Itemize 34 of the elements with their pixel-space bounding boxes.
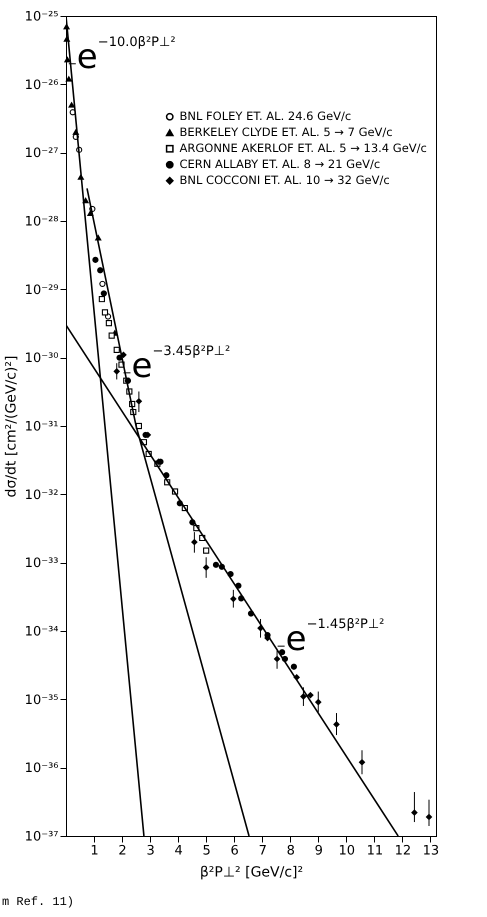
x-tick-label: 13	[422, 844, 440, 858]
y-tick-label: 10⁻³⁴	[24, 624, 58, 640]
x-tick-label: 8	[286, 844, 295, 858]
y-tick-label: 10⁻³⁵	[24, 692, 58, 708]
legend-label: CERN ALLABY ET. AL. 8 → 21 GeV/c	[180, 156, 380, 171]
y-axis-title: dσ/dt [cm²/(GeV/c)²]	[4, 356, 20, 498]
x-tick-label: 9	[314, 844, 323, 858]
y-tick-label: 10⁻³⁷	[24, 830, 58, 844]
y-tick-label: 10⁻³⁶	[24, 761, 58, 776]
legend-label: ARGONNE AKERLOF ET. AL. 5 → 13.4 GeV/c	[180, 140, 427, 155]
x-tick-label: 5	[202, 844, 211, 858]
text: m Ref. 11)	[2, 895, 74, 909]
y-tick-label: 10⁻²⁷	[24, 146, 58, 162]
y-tick-label: 10⁻³⁰	[24, 351, 58, 366]
x-tick-label: 2	[118, 844, 127, 858]
legend-label: BERKELEY CLYDE ET. AL. 5 → 7 GeV/c	[180, 124, 393, 139]
y-tick-label: 10⁻²⁸	[24, 214, 58, 230]
x-tick-label: 1	[90, 844, 99, 858]
x-tick-label: 10	[338, 844, 356, 858]
x-tick-label: 6	[230, 844, 239, 858]
x-tick-label: 12	[394, 844, 412, 858]
x-tick-label: 3	[146, 844, 155, 858]
y-tick-label: 10⁻³³	[24, 556, 58, 572]
x-tick-label: 7	[258, 844, 267, 858]
y-tick-label: 10⁻²⁵	[24, 10, 58, 24]
legend-label: BNL FOLEY ET. AL. 24.6 GeV/c	[180, 108, 352, 123]
x-axis-title: β²P⊥² [GeV/c]²	[200, 864, 304, 880]
x-tick-label: 4	[174, 844, 183, 858]
y-tick-label: 10⁻²⁹	[24, 282, 58, 298]
x-tick-label: 11	[366, 844, 384, 858]
y-tick-label: 10⁻³¹	[24, 420, 58, 434]
y-tick-label: 10⁻³²	[24, 488, 58, 503]
y-tick-label: 10⁻²⁶	[24, 78, 58, 93]
legend-label: BNL COCCONI ET. AL. 10 → 32 GeV/c	[180, 172, 390, 187]
